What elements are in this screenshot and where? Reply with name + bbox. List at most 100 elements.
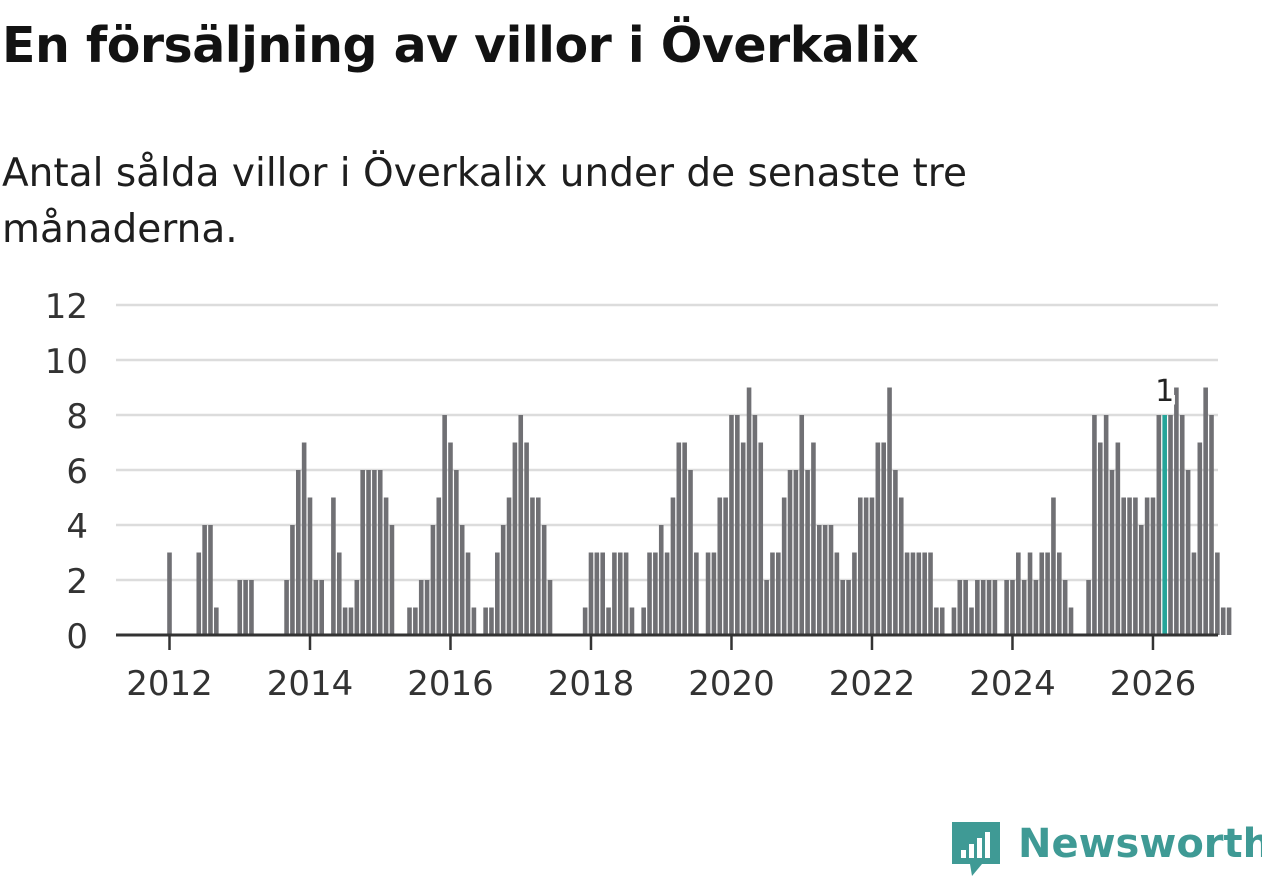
bar bbox=[828, 525, 834, 635]
bar bbox=[424, 580, 430, 635]
bar bbox=[840, 580, 846, 635]
bar bbox=[1150, 497, 1156, 635]
y-tick-label: 0 bbox=[66, 617, 88, 657]
bar bbox=[711, 552, 717, 635]
bar bbox=[1092, 415, 1097, 635]
bar bbox=[348, 607, 354, 635]
bar bbox=[454, 470, 459, 635]
bar bbox=[641, 607, 646, 635]
bar bbox=[360, 470, 365, 635]
bar bbox=[1156, 415, 1162, 635]
y-axis-labels: 0 2 4 6 8 10 12 bbox=[45, 287, 88, 657]
bar bbox=[653, 552, 658, 635]
bar bbox=[1086, 580, 1091, 635]
bar bbox=[1057, 552, 1062, 635]
bar bbox=[764, 580, 769, 635]
bar bbox=[354, 580, 360, 635]
bar bbox=[600, 552, 605, 635]
bar bbox=[776, 552, 781, 635]
bar bbox=[647, 552, 652, 635]
bar bbox=[1027, 552, 1033, 635]
bar bbox=[1103, 415, 1109, 635]
bar bbox=[787, 470, 793, 635]
bar bbox=[963, 580, 968, 635]
bar bbox=[1004, 580, 1009, 635]
bar bbox=[1121, 497, 1126, 635]
bar bbox=[495, 552, 500, 635]
bar bbox=[1203, 387, 1208, 635]
bar bbox=[1033, 580, 1039, 635]
bar bbox=[869, 497, 875, 635]
bar bbox=[834, 552, 840, 635]
bar bbox=[336, 552, 342, 635]
bar bbox=[430, 525, 436, 635]
bar bbox=[1220, 607, 1226, 635]
bar bbox=[284, 580, 289, 635]
bar bbox=[1127, 497, 1132, 635]
bar bbox=[1062, 580, 1068, 635]
bar bbox=[524, 442, 529, 635]
bar bbox=[290, 525, 295, 635]
bar bbox=[530, 497, 535, 635]
bar bbox=[893, 470, 898, 635]
bar bbox=[664, 552, 670, 635]
bar bbox=[407, 607, 412, 635]
bar bbox=[483, 607, 488, 635]
y-tick-label: 10 bbox=[45, 342, 88, 382]
bar bbox=[208, 525, 213, 635]
bar bbox=[1115, 442, 1121, 635]
newsworthy-logo-icon bbox=[952, 822, 1000, 876]
bar bbox=[986, 580, 992, 635]
bar bbox=[951, 607, 957, 635]
bar bbox=[939, 607, 945, 635]
bar bbox=[541, 525, 547, 635]
bar bbox=[582, 607, 588, 635]
bar bbox=[594, 552, 600, 635]
bar bbox=[781, 497, 787, 635]
bar bbox=[799, 415, 805, 635]
bar bbox=[822, 525, 828, 635]
bar bbox=[992, 580, 998, 635]
bar bbox=[852, 552, 857, 635]
bar bbox=[442, 415, 447, 635]
bar bbox=[1010, 580, 1015, 635]
bar bbox=[752, 415, 758, 635]
bar bbox=[670, 497, 676, 635]
bar bbox=[366, 470, 371, 635]
bar bbox=[816, 525, 822, 635]
bar bbox=[1021, 580, 1027, 635]
bar bbox=[928, 552, 933, 635]
bar bbox=[1045, 552, 1050, 635]
y-tick-label: 2 bbox=[66, 562, 88, 602]
bar bbox=[688, 470, 693, 635]
bar bbox=[1051, 497, 1056, 635]
bar bbox=[811, 442, 816, 635]
chart-subtitle: Antal sålda villor i Överkalix under de … bbox=[2, 151, 967, 252]
bar bbox=[383, 497, 389, 635]
bar bbox=[898, 497, 904, 635]
newsworthy-logo: Newsworthy bbox=[948, 814, 1262, 880]
bar bbox=[934, 607, 939, 635]
bar bbox=[1097, 442, 1103, 635]
x-tick-label: 2018 bbox=[548, 664, 635, 700]
bar bbox=[846, 580, 851, 635]
bar bbox=[500, 525, 506, 635]
bar bbox=[202, 525, 207, 635]
chart-title: En försäljning av villor i Överkalix bbox=[2, 17, 919, 74]
x-tick-label: 2016 bbox=[407, 664, 494, 700]
bar bbox=[863, 497, 869, 635]
bar bbox=[1191, 552, 1197, 635]
bar bbox=[658, 525, 664, 635]
bar bbox=[969, 607, 974, 635]
brand-name: Newsworthy bbox=[1018, 821, 1262, 867]
bar bbox=[717, 497, 723, 635]
bar bbox=[793, 470, 799, 635]
bar bbox=[1179, 415, 1185, 635]
bar bbox=[875, 442, 881, 635]
bar bbox=[301, 442, 307, 635]
bar bbox=[612, 552, 617, 635]
bar bbox=[857, 497, 863, 635]
bar bbox=[746, 387, 752, 635]
y-tick-label: 8 bbox=[66, 397, 88, 437]
bar bbox=[881, 442, 886, 635]
